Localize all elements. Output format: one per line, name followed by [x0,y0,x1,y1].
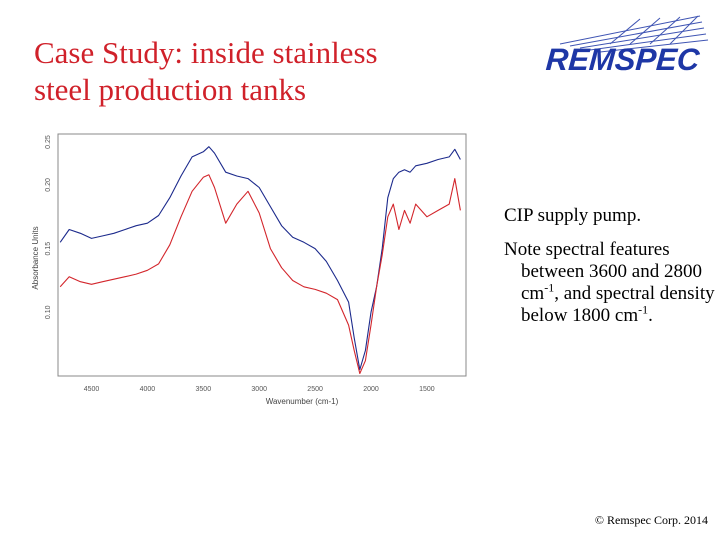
slide-notes: CIP supply pump. Note spectral features … [504,205,719,339]
x-axis-label: Wavenumber (cm-1) [266,397,339,406]
note-text-3: . [648,305,653,326]
y-tick-label: 0.25 [45,135,52,149]
y-tick-label: 0.10 [45,305,52,319]
x-tick-label: 2500 [307,386,323,393]
remspec-logo: REMSPEC [540,14,710,84]
copyright-footer: © Remspec Corp. 2014 [594,513,708,527]
spectrum-line-blue [59,146,461,371]
slide-title: Case Study: inside stainless steel produ… [34,34,474,108]
y-tick-label: 0.20 [45,178,52,192]
note-text-2: , and spectral density below 1800 cm [521,283,715,326]
x-tick-label: 3500 [196,386,212,393]
spectrum-chart: 0.10 0.15 0.20 0.25 4500 4000 3500 3000 2500 200… [31,133,467,406]
x-tick-label: 2000 [363,386,379,393]
logo-grid-graphic [559,15,709,53]
x-tick-label: 4000 [140,386,156,393]
logo-text: REMSPEC [544,42,701,77]
note-spectral-features: Note spectral features between 3600 and … [504,239,719,327]
slide-title-line-1: Case Study: inside stainless [34,35,378,70]
y-axis-label: Absorbance Units [31,226,40,289]
x-tick-label: 3000 [251,386,267,393]
spectrum-line-red [59,174,461,375]
note-sup-1: -1 [544,280,555,295]
x-tick-label: 1500 [419,386,435,393]
note-text-1: Note spectral features between 3600 and … [504,239,702,304]
note-sup-2: -1 [638,302,649,317]
y-tick-label: 0.15 [45,242,52,256]
note-cip-pump: CIP supply pump. [504,205,642,226]
x-tick-label: 4500 [84,386,100,393]
slide-title-line-2: steel production tanks [34,72,307,108]
plot-frame [57,133,467,377]
